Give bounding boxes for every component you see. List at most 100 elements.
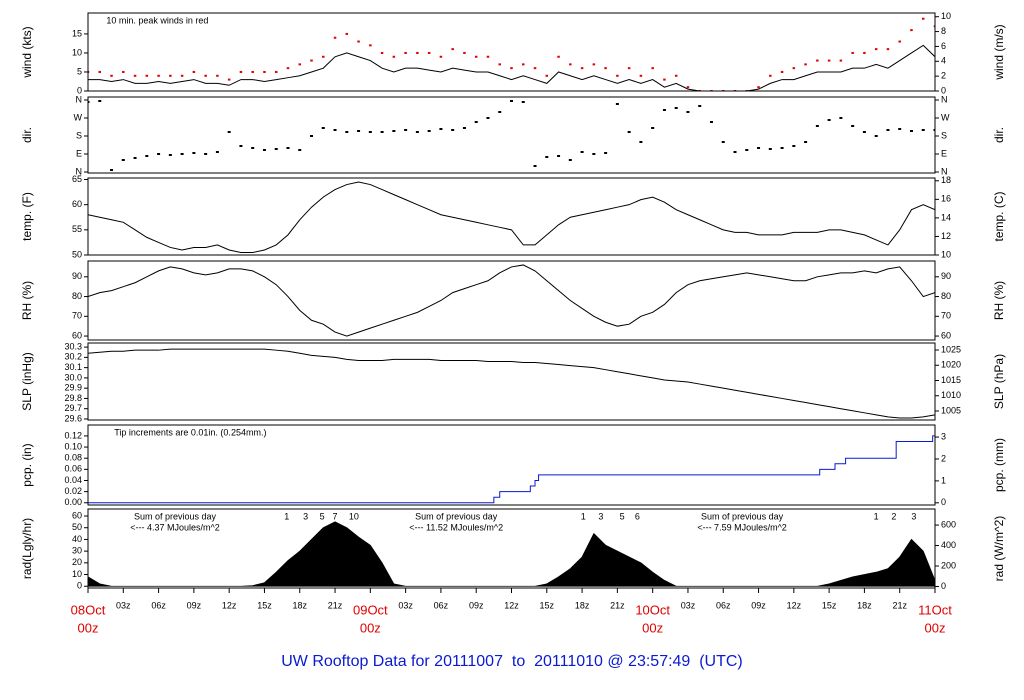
point (451, 129, 455, 131)
y2-tick-label: 70 (941, 311, 951, 321)
annotation: <--- 7.59 MJoules/m^2 (697, 522, 787, 532)
y-tick-label: 29.6 (64, 413, 82, 423)
panel (88, 17, 935, 91)
x-tick-label: 06z (151, 600, 166, 610)
point (286, 67, 290, 70)
point (392, 55, 396, 58)
line (88, 44, 935, 91)
point (604, 67, 607, 70)
y2-tick-label: 1025 (941, 344, 961, 354)
point (98, 100, 102, 102)
x-tick-label: 15z (257, 600, 272, 610)
y2-tick-label: 16 (941, 194, 951, 204)
point (651, 67, 654, 70)
point (933, 129, 935, 131)
point (921, 129, 925, 131)
annotation: <--- 11.52 MJoules/m^2 (409, 522, 503, 532)
y-axis-label: pcp. (in) (20, 443, 34, 486)
point (851, 51, 854, 54)
point (239, 145, 243, 147)
point (169, 74, 172, 77)
point (157, 74, 160, 77)
x-tick-label: 00z (78, 620, 99, 635)
y2-axis-label: temp. (C) (992, 191, 1006, 241)
x-tick-label: 11Oct (918, 602, 952, 617)
point (380, 131, 384, 133)
point (180, 153, 184, 155)
y2-tick-label: S (941, 130, 947, 140)
panel (88, 521, 935, 587)
point (545, 74, 549, 77)
y-tick-label: 0.02 (64, 486, 82, 496)
point (580, 151, 584, 153)
annotation: 3 (911, 511, 916, 521)
x-tick-label: 03z (681, 600, 696, 610)
y-tick-label: 60 (72, 199, 82, 209)
point (792, 145, 796, 147)
x-tick-label: 03z (116, 600, 131, 610)
point (580, 67, 584, 70)
point (686, 111, 690, 113)
y-axis-label: RH (%) (20, 281, 34, 320)
y-tick-label: N (76, 94, 83, 104)
point (404, 129, 408, 131)
y-tick-label: 50 (72, 522, 82, 532)
y-tick-label: W (74, 112, 83, 122)
y-axis-label: wind (kts) (20, 26, 34, 78)
x-tick-label: 10Oct (635, 602, 670, 617)
point (392, 130, 396, 132)
y-tick-label: 20 (72, 557, 82, 567)
panel-frame (87, 260, 936, 341)
x-tick-label: 06z (434, 600, 449, 610)
y2-tick-label: N (941, 94, 948, 104)
x-tick-label: 21z (892, 600, 907, 610)
point (545, 156, 549, 158)
line (88, 264, 935, 337)
x-tick-label: 09z (187, 600, 202, 610)
point (827, 59, 831, 62)
point (839, 59, 843, 62)
point (768, 148, 772, 150)
point (769, 74, 772, 77)
y2-tick-label: 0 (941, 85, 946, 95)
point (110, 169, 114, 171)
y-tick-label: 29.7 (64, 403, 82, 413)
y2-tick-label: 1020 (941, 360, 961, 370)
panel (88, 264, 935, 337)
point (933, 25, 935, 28)
x-tick-label: 12z (787, 600, 802, 610)
y-axis-label: dir. (20, 127, 34, 143)
y-tick-label: 30 (72, 546, 82, 556)
point (427, 130, 431, 132)
x-tick-label: 06z (716, 600, 731, 610)
point (357, 130, 361, 132)
annotation: Sum of previous day (415, 511, 498, 521)
point (333, 36, 337, 39)
point (227, 131, 231, 133)
point (262, 149, 266, 151)
panel-frame (87, 177, 936, 256)
area (88, 521, 935, 587)
y2-tick-label: 1005 (941, 405, 961, 415)
point (274, 148, 278, 150)
point (604, 152, 608, 154)
y-tick-label: 0.06 (64, 464, 82, 474)
panel-frame (87, 12, 936, 92)
y2-tick-label: 200 (941, 560, 956, 570)
point (380, 51, 384, 54)
point (88, 70, 90, 73)
point (615, 103, 619, 105)
y2-tick-label: 400 (941, 540, 956, 550)
line (88, 181, 935, 253)
y2-tick-label: 2 (941, 71, 946, 81)
point (157, 153, 161, 155)
point (874, 135, 878, 137)
point (898, 40, 901, 43)
x-tick-label: 00z (360, 620, 381, 635)
point (627, 131, 631, 133)
line (88, 430, 935, 504)
annotation: Tip increments are 0.01in. (0.254mm.) (114, 427, 266, 437)
point (568, 159, 572, 161)
point (486, 117, 490, 119)
y-tick-label: 80 (72, 291, 82, 301)
